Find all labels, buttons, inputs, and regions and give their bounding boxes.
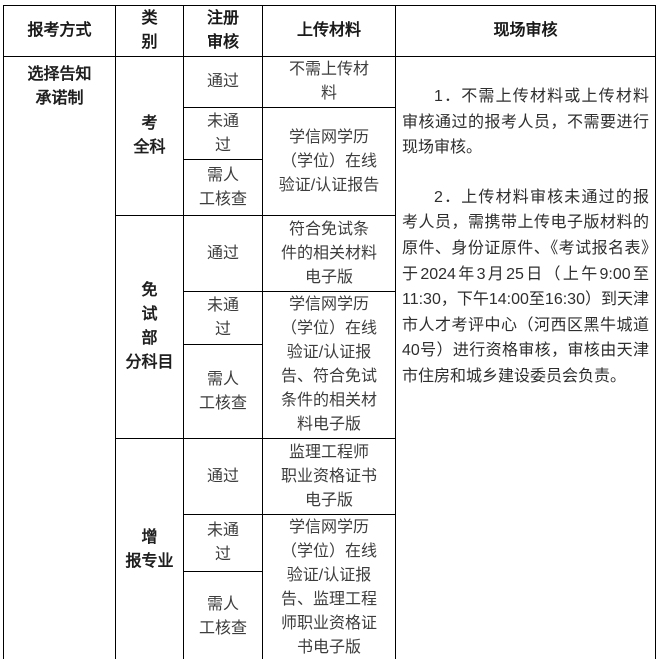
header-row: 报考方式 类 别 注册 审核 上传材料 现场审核 <box>3 5 656 57</box>
cell-review-fail: 未通 过 <box>183 513 263 573</box>
cell-review-pass: 通过 <box>183 56 263 108</box>
cell-review-manual: 需人 工核查 <box>183 159 263 216</box>
cell-category-additional-major: 增 报专业 <box>115 438 184 659</box>
onsite-review-paragraph-2: 2．上传材料审核未通过的报考人员，需携带上传电子版材料的原件、身份证原件、《考试… <box>402 188 649 385</box>
registration-review-table-page: 报考方式 类 别 注册 审核 上传材料 现场审核 选择告知 承诺制 考 全科 通… <box>3 5 658 659</box>
header-category: 类 别 <box>115 5 184 57</box>
table-row: 未通 过 学信网学历 （学位）在线 验证/认证报 告、监理工程 师职业资格证 书… <box>4 513 656 659</box>
cell-materials-fail: 学信网学历 （学位）在线 验证/认证报告 <box>262 107 396 216</box>
cell-review-fail: 未通 过 <box>183 107 263 160</box>
table-row: 未通 过 学信网学历 （学位）在线 验证/认证报 告、符合免试 条件的相关材 料… <box>4 290 656 439</box>
cell-materials-fail: 学信网学历 （学位）在线 验证/认证报 告、符合免试 条件的相关材 料电子版 <box>262 291 396 439</box>
cell-application-method: 选择告知 承诺制 <box>3 56 116 659</box>
table-row: 需人 工核查 <box>4 159 656 216</box>
onsite-review-paragraph-1: 1．不需上传材料或上传材料审核通过的报考人员，不需要进行现场审核。 <box>402 88 649 157</box>
cell-review-manual: 需人 工核查 <box>183 344 263 439</box>
cell-review-pass: 通过 <box>183 438 263 515</box>
header-registration-review: 注册 审核 <box>183 5 263 57</box>
header-upload-materials: 上传材料 <box>262 5 396 57</box>
table-row: 免 试 部 分科目 通过 符合免试条 件的相关材料 电子版 <box>4 215 656 439</box>
table-row: 需人 工核查 <box>4 571 656 659</box>
table-row: 选择告知 承诺制 考 全科 通过 不需上传材 料 1．不需上传材料或上传材料审核… <box>3 56 656 659</box>
cell-materials-pass: 符合免试条 件的相关材料 电子版 <box>262 215 396 292</box>
cell-materials-fail: 学信网学历 （学位）在线 验证/认证报 告、监理工程 师职业资格证 书电子版 <box>262 514 396 659</box>
cell-category-exempt-subjects: 免 试 部 分科目 <box>115 215 184 439</box>
cell-category-full-exam: 考 全科 <box>115 56 184 216</box>
header-onsite-review: 现场审核 <box>395 5 656 57</box>
registration-review-table: 报考方式 类 别 注册 审核 上传材料 现场审核 选择告知 承诺制 考 全科 通… <box>3 5 656 659</box>
table-row: 需人 工核查 <box>4 344 656 439</box>
table-row: 增 报专业 通过 监理工程师 职业资格证书 电子版 <box>4 438 656 659</box>
cell-review-pass: 通过 <box>183 215 263 292</box>
cell-review-fail: 未通 过 <box>183 290 263 346</box>
cell-onsite-review: 1．不需上传材料或上传材料审核通过的报考人员，不需要进行现场审核。 2．上传材料… <box>395 56 656 659</box>
cell-review-manual: 需人 工核查 <box>183 571 263 659</box>
cell-materials-pass: 不需上传材 料 <box>262 56 396 108</box>
header-application-method: 报考方式 <box>3 5 116 57</box>
table-row: 未通 过 学信网学历 （学位）在线 验证/认证报告 <box>4 107 656 216</box>
cell-materials-pass: 监理工程师 职业资格证书 电子版 <box>262 438 396 515</box>
